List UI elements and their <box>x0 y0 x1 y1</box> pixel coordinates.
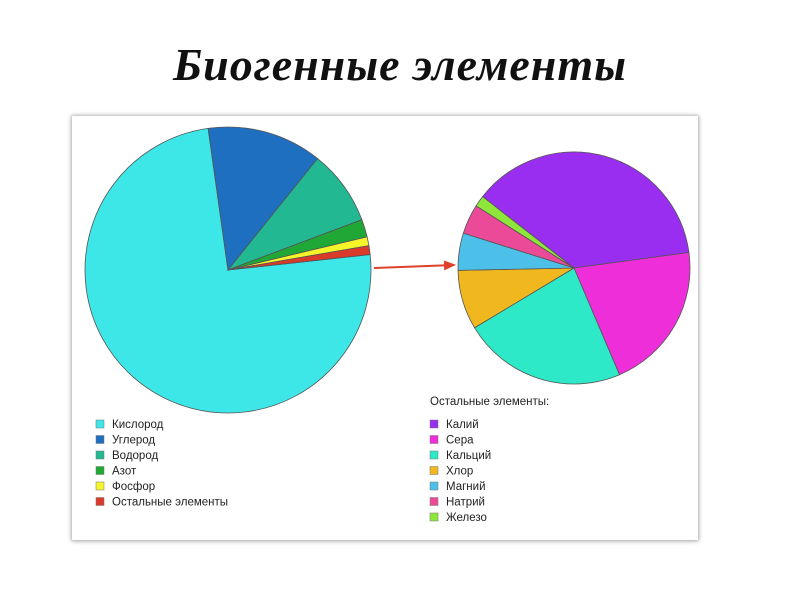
rest-legend-label-3: Кальций <box>446 450 491 462</box>
main-legend-swatch-2 <box>95 435 105 444</box>
rest-legend-swatch-1 <box>429 419 439 429</box>
main-legend-label-5: Фосфор <box>112 481 155 493</box>
main-legend-label-4: Азот <box>112 466 137 478</box>
main-legend-label-3: Водород <box>112 450 158 462</box>
main-legend-swatch-5 <box>95 481 105 491</box>
pie-charts-svg: Кислород Углерод Водород Азот Фосфор Остальны… <box>84 126 691 524</box>
rest-legend-swatch-7 <box>429 512 439 522</box>
rest-slice-2 <box>573 252 691 376</box>
pointer-arrow <box>373 260 456 271</box>
rest-legend-label-7: Железо <box>446 512 487 524</box>
rest-legend-label-2: Сера <box>446 435 474 447</box>
main-pie <box>84 126 372 414</box>
main-slice-2 <box>207 126 319 271</box>
main-legend-swatch-6 <box>95 497 105 506</box>
rest-legend-swatch-2 <box>429 435 439 444</box>
rest-slice-3 <box>474 267 621 385</box>
main-legend-label-2: Углерод <box>112 435 155 447</box>
slide-title: Биогенные элементы <box>172 39 628 90</box>
main-legend-swatch-4 <box>95 466 105 475</box>
main-legend: Кислород Углерод Водород Азот Фосфор Остальны… <box>95 419 228 509</box>
main-slice-6 <box>227 245 371 271</box>
rest-legend-swatch-6 <box>429 497 439 506</box>
main-legend-label-6: Остальные элементы <box>112 497 228 509</box>
main-legend-label-1: Кислород <box>112 419 164 431</box>
rest-legend-swatch-4 <box>429 466 439 475</box>
rest-legend-label-1: Калий <box>446 419 479 431</box>
main-legend-swatch-1 <box>95 419 105 429</box>
rest-slice-7 <box>475 196 575 269</box>
rest-legend-label-5: Магний <box>446 481 486 493</box>
rest-legend-label-6: Натрий <box>446 497 485 509</box>
rest-slice-1 <box>482 151 690 269</box>
chart-frame: Кислород Углерод Водород Азот Фосфор Остальны… <box>72 116 698 540</box>
rest-legend-swatch-5 <box>429 481 439 491</box>
rest-legend: Калий Сера Кальций Хлор Магний Натрий Железо <box>429 419 491 524</box>
rest-legend-title: Остальные элементы: <box>430 396 549 408</box>
rest-pie <box>457 151 691 385</box>
rest-legend-swatch-3 <box>429 450 439 460</box>
rest-legend-label-4: Хлор <box>446 466 473 478</box>
main-legend-swatch-3 <box>95 450 105 460</box>
